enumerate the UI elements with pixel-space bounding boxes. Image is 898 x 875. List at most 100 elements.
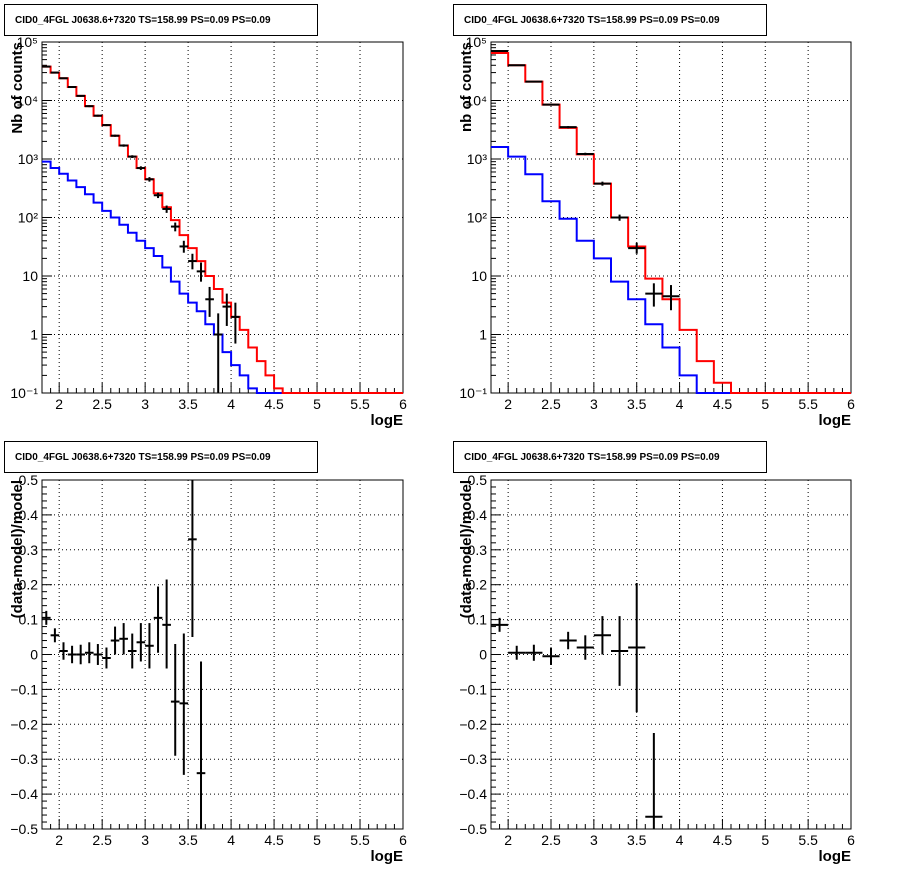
y-tick-label: 0 bbox=[30, 647, 38, 663]
data-point bbox=[559, 631, 577, 650]
x-tick-label: 3 bbox=[590, 832, 598, 848]
x-tick-label: 4 bbox=[676, 396, 684, 412]
data-point bbox=[525, 644, 543, 661]
data-point bbox=[491, 50, 509, 53]
y-tick-label: 10 bbox=[471, 268, 487, 284]
y-tick-label: 0.2 bbox=[468, 577, 488, 593]
data-point bbox=[76, 94, 85, 97]
data-point bbox=[188, 480, 197, 638]
x-tick-label: 5.5 bbox=[350, 396, 370, 412]
x-tick-label: 4.5 bbox=[713, 396, 733, 412]
x-tick-label: 2.5 bbox=[541, 396, 561, 412]
data-point bbox=[611, 616, 629, 686]
y-tick-label: 0.5 bbox=[468, 472, 488, 488]
x-tick-label: 6 bbox=[399, 832, 407, 848]
panel-bottom-right: CID0_4FGL J0638.6+7320 TS=158.99 PS=0.09… bbox=[449, 437, 898, 875]
data-point bbox=[162, 205, 171, 213]
y-tick-label: 10³ bbox=[467, 151, 488, 167]
y-tick-label: 10² bbox=[467, 210, 488, 226]
data-point bbox=[102, 124, 111, 127]
x-tick-label: 3 bbox=[141, 832, 149, 848]
data-point bbox=[59, 642, 68, 660]
y-tick-label: 0.2 bbox=[19, 577, 39, 593]
y-tick-label: 10² bbox=[18, 210, 39, 226]
data-point bbox=[508, 64, 526, 67]
data-point bbox=[153, 586, 163, 653]
x-tick-label: 2 bbox=[504, 396, 512, 412]
y-tick-label: 1 bbox=[30, 327, 38, 343]
y-tick-label: −0.2 bbox=[459, 716, 487, 732]
data-point bbox=[525, 80, 543, 83]
x-axis-label: logE bbox=[371, 848, 404, 865]
data-point bbox=[67, 645, 77, 664]
y-tick-label: 10⁵ bbox=[466, 34, 487, 50]
data-point bbox=[110, 134, 120, 137]
x-axis-label: logE bbox=[819, 848, 852, 865]
y-tick-label: 10⁴ bbox=[16, 93, 38, 109]
data-point bbox=[102, 647, 111, 669]
y-axis-label: nb of counts bbox=[458, 42, 475, 132]
x-tick-label: 3.5 bbox=[627, 832, 647, 848]
x-axis-label: logE bbox=[819, 412, 852, 429]
data-point bbox=[50, 71, 60, 74]
panel-title: CID0_4FGL J0638.6+7320 TS=158.99 PS=0.09… bbox=[4, 441, 318, 473]
data-point bbox=[491, 617, 509, 632]
histogram-series-1 bbox=[491, 51, 851, 394]
y-tick-label: 0.1 bbox=[468, 612, 488, 628]
x-tick-label: 2.5 bbox=[92, 396, 112, 412]
data-point bbox=[127, 155, 137, 159]
y-tick-label: −0.1 bbox=[459, 681, 487, 697]
x-tick-label: 3 bbox=[141, 396, 149, 412]
data-point bbox=[76, 644, 85, 665]
x-tick-label: 3.5 bbox=[178, 396, 198, 412]
x-tick-label: 2 bbox=[504, 832, 512, 848]
y-tick-label: 10 bbox=[22, 268, 38, 284]
y-tick-label: −0.1 bbox=[10, 681, 38, 697]
data-point bbox=[179, 240, 189, 253]
y-tick-label: −0.4 bbox=[10, 786, 38, 802]
data-point bbox=[196, 661, 206, 829]
x-tick-label: 4 bbox=[227, 396, 235, 412]
plot-0: 2 2.5 3 3.5 4 4.5 5 5.5 6 10⁻¹ 1 10 10² 10³ 10⁴ 10⁵ logE… bbox=[9, 34, 407, 429]
x-tick-label: 5 bbox=[761, 396, 769, 412]
y-axis-label: (data-model)/model bbox=[9, 480, 26, 618]
data-point bbox=[576, 152, 594, 156]
y-tick-label: 10⁻¹ bbox=[459, 385, 487, 401]
x-tick-label: 6 bbox=[847, 832, 855, 848]
x-tick-label: 3.5 bbox=[627, 396, 647, 412]
data-point bbox=[127, 633, 137, 669]
panel-title: CID0_4FGL J0638.6+7320 TS=158.99 PS=0.09… bbox=[453, 441, 767, 473]
data-point bbox=[645, 733, 663, 829]
x-tick-label: 4 bbox=[227, 832, 235, 848]
y-tick-label: 10⁻¹ bbox=[10, 385, 38, 401]
data-point bbox=[611, 214, 629, 221]
data-point bbox=[559, 126, 577, 129]
y-tick-label: 0.5 bbox=[19, 472, 39, 488]
x-tick-label: 5.5 bbox=[350, 832, 370, 848]
data-point bbox=[145, 623, 154, 669]
data-point bbox=[50, 628, 60, 643]
x-tick-label: 4.5 bbox=[264, 396, 284, 412]
x-tick-label: 4.5 bbox=[713, 832, 733, 848]
y-tick-label: −0.3 bbox=[10, 751, 38, 767]
x-tick-label: 3.5 bbox=[178, 832, 198, 848]
x-tick-label: 2.5 bbox=[541, 832, 561, 848]
data-point bbox=[196, 262, 206, 282]
data-point bbox=[110, 626, 120, 655]
data-point bbox=[645, 283, 663, 307]
x-tick-label: 2 bbox=[55, 396, 63, 412]
x-tick-label: 6 bbox=[399, 396, 407, 412]
data-point bbox=[662, 285, 680, 311]
data-point bbox=[153, 192, 163, 199]
x-tick-label: 4.5 bbox=[264, 832, 284, 848]
data-point bbox=[84, 105, 94, 108]
data-point bbox=[145, 177, 154, 182]
data-point bbox=[119, 623, 128, 655]
data-point bbox=[170, 222, 180, 232]
x-tick-label: 6 bbox=[847, 396, 855, 412]
x-tick-label: 2 bbox=[55, 832, 63, 848]
y-tick-label: −0.2 bbox=[10, 716, 38, 732]
data-point bbox=[93, 114, 103, 117]
data-point bbox=[542, 103, 560, 106]
